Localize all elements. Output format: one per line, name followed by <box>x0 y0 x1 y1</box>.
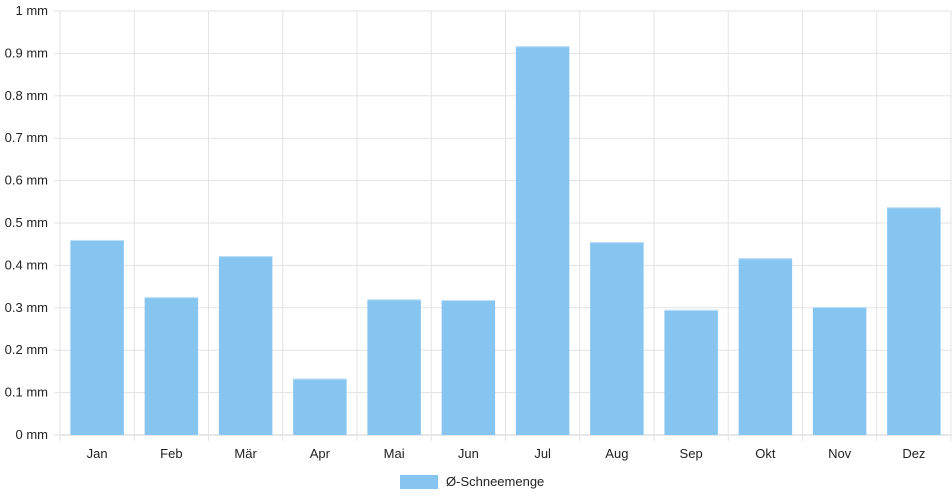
bar[interactable] <box>367 299 421 435</box>
x-tick-label: Mär <box>234 446 257 461</box>
bars-layer <box>70 46 941 435</box>
y-tick-label: 0.4 mm <box>5 257 48 272</box>
bar[interactable] <box>218 256 273 435</box>
bar[interactable] <box>664 309 718 435</box>
y-tick-label: 1 mm <box>16 3 49 18</box>
x-tick-label: Okt <box>755 446 776 461</box>
bar[interactable] <box>293 378 347 435</box>
legend[interactable]: Ø-Schneemenge <box>400 474 544 489</box>
y-tick-label: 0.8 mm <box>5 88 48 103</box>
y-tick-label: 0 mm <box>16 427 49 442</box>
y-tick-label: 0.7 mm <box>5 130 48 145</box>
bar[interactable] <box>515 46 570 435</box>
y-tick-label: 0.5 mm <box>5 215 48 230</box>
legend-label: Ø-Schneemenge <box>446 474 544 489</box>
x-tick-label: Feb <box>160 446 182 461</box>
x-tick-label: Sep <box>680 446 703 461</box>
x-tick-label: Jan <box>87 446 108 461</box>
bar[interactable] <box>144 297 199 435</box>
x-tick-label: Nov <box>828 446 852 461</box>
bar[interactable] <box>70 239 124 435</box>
y-tick-label: 0.3 mm <box>5 300 48 315</box>
y-axis-ticks: 0 mm 0.1 mm 0.2 mm 0.3 mm 0.4 mm 0.5 mm 0.6 mm… <box>5 3 48 442</box>
x-tick-label: Aug <box>605 446 628 461</box>
x-axis-ticks: Jan Feb Mär Apr Mai Jun Jul Aug Sep Okt Nov Dez <box>87 446 926 461</box>
x-tick-label: Jun <box>458 446 479 461</box>
bar[interactable] <box>590 242 644 435</box>
y-tick-label: 0.2 mm <box>5 342 48 357</box>
y-tick-label: 0.6 mm <box>5 173 48 188</box>
bar[interactable] <box>887 207 941 435</box>
grid-layer <box>54 10 952 441</box>
x-tick-label: Dez <box>902 446 925 461</box>
x-tick-label: Mai <box>384 446 405 461</box>
bar[interactable] <box>812 306 867 435</box>
bar[interactable] <box>738 258 793 435</box>
y-tick-label: 0.1 mm <box>5 385 48 400</box>
legend-swatch <box>400 475 438 489</box>
bar[interactable] <box>441 300 496 435</box>
x-tick-label: Apr <box>310 446 331 461</box>
x-tick-label: Jul <box>534 446 551 461</box>
y-tick-label: 0.9 mm <box>5 45 48 60</box>
